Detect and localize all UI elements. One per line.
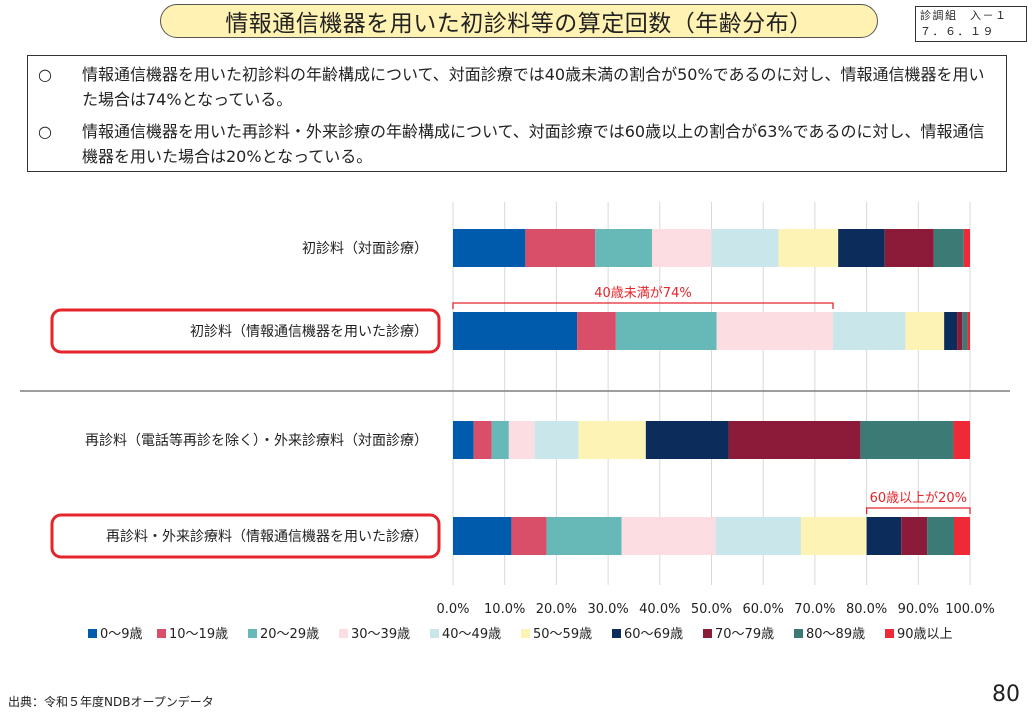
bar-segment: [715, 517, 801, 555]
legend-swatch: [612, 629, 621, 638]
stacked-bar-chart: 初診料（対面診療） 初診料（情報通信機器を用いた診療） 再診料（電話等再診を除く）・…: [20, 202, 1010, 642]
x-tick-label: 0.0%: [436, 602, 469, 617]
legend-label: 40～49歳: [442, 627, 501, 642]
bar-segment: [944, 312, 958, 350]
bar-segment: [901, 517, 928, 555]
x-tick-label: 50.0%: [691, 602, 732, 617]
bar-segment: [615, 312, 717, 350]
x-tick-label: 20.0%: [536, 602, 577, 617]
bar-segment: [962, 312, 968, 350]
bar-segment: [453, 421, 474, 459]
bar-segment: [578, 421, 646, 459]
legend-swatch: [88, 629, 97, 638]
bar-segment: [473, 421, 492, 459]
x-tick-label: 60.0%: [743, 602, 784, 617]
bar-segment: [884, 229, 934, 267]
bar-segment: [525, 229, 596, 267]
legend-swatch: [703, 629, 712, 638]
bar-segment: [491, 421, 509, 459]
bar-segment: [508, 421, 535, 459]
highlight-frame: [50, 308, 441, 354]
bar-segment: [453, 517, 512, 555]
bar-segment: [511, 517, 547, 555]
legend-label: 80～89歳: [806, 627, 865, 642]
document-id-line-2: ７．６．１９: [920, 25, 995, 38]
annotation-label: 40歳未満が74%: [594, 286, 691, 301]
legend-swatch: [248, 629, 257, 638]
legend-label: 10～19歳: [169, 627, 228, 642]
category-label: 再診料（電話等再診を除く）・外来診療料（対面診療）: [85, 432, 428, 449]
summary-box: ○ 情報通信機器を用いた初診料の年齢構成について、対面診療では40歳未満の割合が…: [27, 55, 1007, 172]
bar-segment: [621, 517, 716, 555]
legend-swatch: [794, 629, 803, 638]
x-tick-label: 80.0%: [846, 602, 887, 617]
bullet-mark: ○: [38, 122, 52, 141]
legend-swatch: [339, 629, 348, 638]
legend-label: 0～9歳: [100, 627, 143, 642]
x-tick-label: 70.0%: [794, 602, 835, 617]
bar-segment: [832, 312, 906, 350]
bar-segment: [453, 229, 526, 267]
page-title-text: 情報通信機器を用いた初診料等の算定回数（年齢分布）: [225, 11, 813, 37]
bar-segment: [838, 229, 885, 267]
legend-label: 90歳以上: [897, 627, 953, 642]
bar-segment: [800, 517, 867, 555]
bullet-mark: ○: [38, 65, 52, 84]
legend-label: 60～69歳: [624, 627, 683, 642]
bar-segment: [963, 229, 970, 267]
bar-segment: [546, 517, 622, 555]
category-label: 初診料（対面診療）: [302, 240, 428, 257]
bar-segment: [534, 421, 579, 459]
legend-swatch: [430, 629, 439, 638]
legend-swatch: [157, 629, 166, 638]
annotation-label: 60歳以上が20%: [870, 491, 967, 506]
bar-segment: [652, 229, 712, 267]
category-label: 再診料・外来診療料（情報通信機器を用いた診療）: [106, 528, 428, 545]
summary-bullet-2: ○ 情報通信機器を用いた再診料・外来診療の年齢構成について、対面診療では60歳以…: [38, 119, 996, 169]
bar-segment: [953, 517, 970, 555]
bar-segment: [778, 229, 839, 267]
legend-label: 20～29歳: [260, 627, 319, 642]
bar-segment: [728, 421, 861, 459]
legend-swatch: [521, 629, 530, 638]
bar-segment: [905, 312, 945, 350]
legend-label: 50～59歳: [533, 627, 592, 642]
x-tick-label: 40.0%: [639, 602, 680, 617]
legend-swatch: [885, 629, 894, 638]
summary-bullet-text: 情報通信機器を用いた再診料・外来診療の年齢構成について、対面診療では60歳以上の…: [82, 122, 985, 166]
category-label: 初診料（情報通信機器を用いた診療）: [190, 323, 428, 340]
summary-bullet-1: ○ 情報通信機器を用いた初診料の年齢構成について、対面診療では40歳未満の割合が…: [38, 62, 996, 112]
x-tick-label: 10.0%: [484, 602, 525, 617]
x-tick-label: 90.0%: [898, 602, 939, 617]
document-id-box: 診調組 入－１ ７．６．１９: [915, 6, 1027, 42]
legend-label: 30～39歳: [351, 627, 410, 642]
bar-segment: [595, 229, 653, 267]
bar-segment: [577, 312, 616, 350]
bar-segment: [866, 517, 902, 555]
bar-segment: [645, 421, 729, 459]
summary-bullet-text: 情報通信機器を用いた初診料の年齢構成について、対面診療では40歳未満の割合が50…: [82, 65, 985, 109]
bar-segment: [453, 312, 578, 350]
bar-segment: [957, 312, 963, 350]
document-id-line-1: 診調組 入－１: [920, 9, 1008, 22]
bar-segment: [711, 229, 779, 267]
bar-segment: [860, 421, 954, 459]
highlight-frame: [50, 513, 441, 559]
bar-segment: [933, 229, 964, 267]
x-tick-label: 100.0%: [945, 602, 995, 617]
bar-segment: [953, 421, 970, 459]
x-tick-label: 30.0%: [587, 602, 628, 617]
source-note: 出典：令和５年度NDBオープンデータ: [8, 695, 214, 709]
bar-segment: [927, 517, 954, 555]
bar-segment: [967, 312, 970, 350]
page-number: 80: [992, 682, 1020, 707]
page-title: 情報通信機器を用いた初診料等の算定回数（年齢分布）: [160, 4, 878, 38]
annotation-bracket: [865, 507, 971, 514]
bar-segment: [716, 312, 833, 350]
legend-label: 70～79歳: [715, 627, 774, 642]
annotation-bracket: [452, 302, 834, 309]
